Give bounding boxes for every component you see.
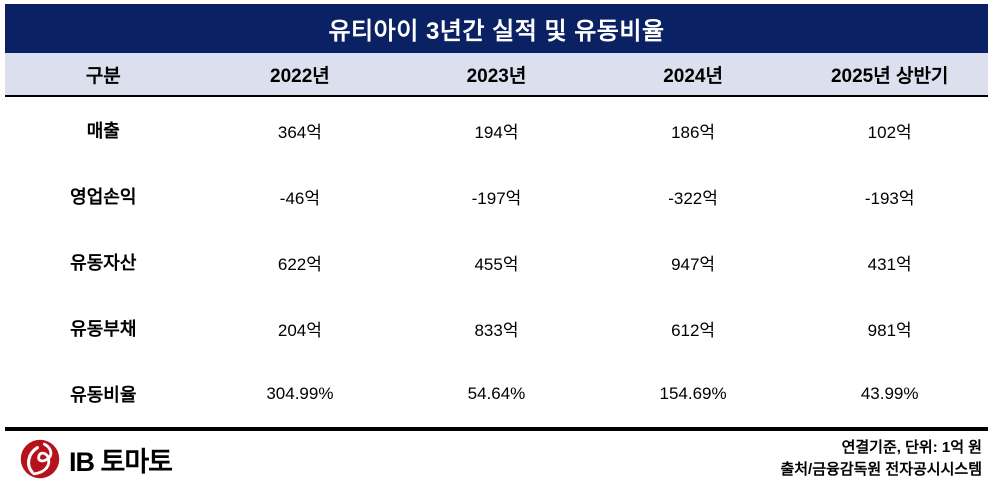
row-label: 영업손익 xyxy=(70,187,137,207)
table-row-current-liabilities: 유동부채 204억 833억 612억 981억 xyxy=(5,295,988,361)
note-source: 출처/금융감독원 전자공시시스템 xyxy=(780,461,982,478)
table-cell: 204억 xyxy=(277,320,322,340)
column-header-2024: 2024년 xyxy=(663,65,723,87)
table-cell: 455억 xyxy=(474,254,519,274)
table-cell: -197억 xyxy=(471,188,522,208)
table-cell: -193억 xyxy=(864,188,915,208)
column-header-category: 구분 xyxy=(85,65,121,87)
column-header-2025h1: 2025년 상반기 xyxy=(830,65,949,87)
table-cell: 833억 xyxy=(474,320,519,340)
table-cell: 186억 xyxy=(671,122,716,142)
table-cell: 622억 xyxy=(277,254,322,274)
table-row-operating-profit: 영업손익 -46억 -197억 -322억 -193억 xyxy=(5,163,988,229)
column-header-2023: 2023년 xyxy=(466,65,527,87)
table-cell: 612억 xyxy=(671,320,716,340)
row-label: 유동부채 xyxy=(70,319,137,339)
footer: IB 토마토 연결기준, 단위: 1억 원 출처/금융감독원 전자공시시스템 xyxy=(5,431,988,485)
table-row-current-assets: 유동자산 622억 455억 947억 431억 xyxy=(5,229,988,295)
row-label: 매출 xyxy=(86,121,120,141)
table-cell: 304.99% xyxy=(266,384,334,403)
table-cell: 194억 xyxy=(474,122,519,142)
table-body: 매출 364억 194억 186억 102억 영업손익 -46억 -197억 -… xyxy=(5,97,988,431)
row-label: 유동비율 xyxy=(70,385,137,405)
ib-tomato-logo-icon xyxy=(20,439,60,479)
table-row-current-ratio: 유동비율 304.99% 54.64% 154.69% 43.99% xyxy=(5,361,988,427)
table-cell: -46억 xyxy=(279,188,320,208)
column-header-2022: 2022년 xyxy=(270,65,330,87)
table-row-revenue: 매출 364억 194억 186억 102억 xyxy=(5,97,988,163)
table-title-bar: 유티아이 3년간 실적 및 유동비율 xyxy=(5,4,988,53)
brand-logo-text: IB 토마토 xyxy=(69,446,173,477)
table-notes: 연결기준, 단위: 1억 원 출처/금융감독원 전자공시시스템 xyxy=(780,437,982,482)
row-label: 유동자산 xyxy=(70,253,137,273)
table-cell: 947억 xyxy=(671,254,716,274)
table-cell: 981억 xyxy=(867,320,912,340)
page-title: 유티아이 3년간 실적 및 유동비율 xyxy=(328,18,665,45)
table-cell: 154.69% xyxy=(659,384,727,403)
table-cell: 43.99% xyxy=(860,384,919,403)
brand: IB 토마토 xyxy=(19,438,173,480)
table-cell: 431억 xyxy=(867,254,912,274)
table-cell: 364억 xyxy=(277,122,322,142)
table-cell: 102억 xyxy=(867,122,912,142)
table-cell: -322억 xyxy=(668,188,718,208)
table-cell: 54.64% xyxy=(467,384,526,403)
table-header-row: 구분 2022년 2023년 2024년 2025년 상반기 xyxy=(5,53,988,97)
note-basis-unit: 연결기준, 단위: 1억 원 xyxy=(841,438,982,456)
